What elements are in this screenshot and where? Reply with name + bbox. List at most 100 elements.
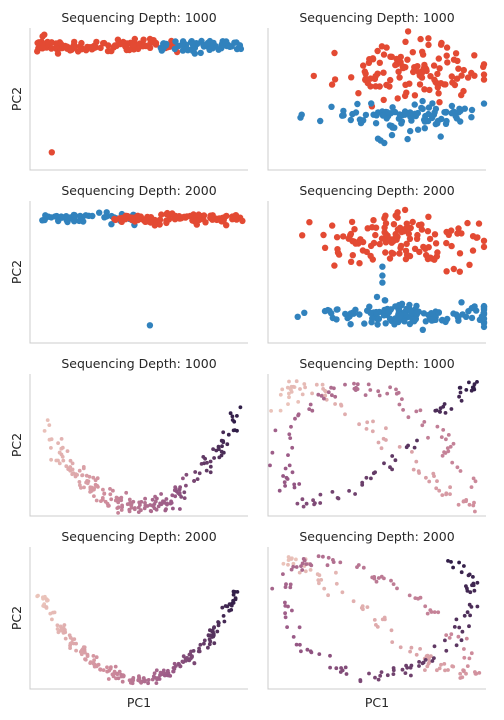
data-point	[456, 502, 461, 507]
data-point	[379, 670, 384, 674]
data-point	[407, 127, 414, 135]
scatter-panel-8: Sequencing Depth: 2000 PC1	[267, 529, 486, 710]
data-point	[83, 657, 88, 662]
data-point	[370, 217, 377, 224]
data-point	[435, 309, 442, 316]
data-point	[435, 479, 439, 483]
data-point	[291, 635, 296, 639]
data-point	[415, 438, 419, 443]
data-point	[429, 654, 433, 659]
data-point	[54, 50, 62, 57]
data-point	[367, 252, 374, 260]
data-point	[460, 629, 465, 634]
data-point	[164, 209, 171, 217]
data-point	[458, 72, 465, 79]
data-point	[468, 314, 476, 322]
data-point	[426, 86, 433, 94]
data-point	[81, 465, 86, 469]
data-point	[401, 111, 408, 118]
data-point	[458, 676, 463, 680]
data-point	[206, 645, 210, 650]
data-point	[382, 576, 386, 581]
data-point	[70, 461, 75, 466]
data-point	[152, 502, 157, 506]
data-point	[230, 414, 235, 419]
data-point	[403, 220, 410, 227]
data-point	[56, 441, 60, 445]
data-point	[304, 501, 309, 506]
data-point	[154, 668, 159, 673]
data-point	[326, 593, 330, 598]
data-point	[162, 673, 167, 678]
data-point	[39, 33, 46, 40]
data-point	[467, 602, 472, 607]
data-point	[456, 250, 464, 257]
data-point	[82, 485, 86, 490]
data-point	[44, 605, 49, 609]
data-point	[406, 109, 414, 116]
data-point	[475, 580, 480, 585]
data-point	[281, 474, 285, 478]
data-point	[142, 506, 147, 511]
data-point	[349, 252, 356, 259]
data-point	[94, 498, 99, 503]
data-point	[116, 676, 121, 681]
data-point	[290, 470, 295, 475]
data-point	[211, 447, 216, 451]
data-point	[382, 220, 390, 227]
data-point	[195, 477, 200, 481]
data-point	[158, 211, 165, 218]
data-point	[335, 496, 340, 500]
data-point	[222, 39, 229, 46]
data-point	[361, 320, 368, 327]
data-point	[464, 74, 472, 81]
data-point	[452, 113, 459, 120]
data-point	[141, 676, 146, 680]
data-point	[328, 653, 332, 658]
data-point	[368, 100, 375, 107]
data-point	[52, 610, 57, 615]
data-point	[459, 570, 464, 575]
data-point	[384, 235, 392, 243]
data-point	[467, 380, 471, 385]
data-point	[379, 446, 384, 451]
data-point	[212, 641, 217, 646]
data-point	[287, 379, 291, 384]
data-point	[471, 503, 476, 508]
data-point	[389, 628, 394, 633]
data-point	[171, 506, 175, 511]
data-point	[443, 411, 448, 415]
data-point	[287, 395, 291, 400]
data-point	[414, 109, 421, 117]
data-point	[425, 611, 430, 616]
panel-title: Sequencing Depth: 2000	[299, 529, 454, 544]
data-point	[299, 232, 306, 239]
data-point	[413, 302, 420, 310]
data-point	[448, 242, 455, 250]
data-point	[317, 581, 321, 586]
data-point	[412, 445, 417, 450]
data-point	[440, 493, 445, 497]
data-point	[453, 75, 461, 82]
data-point	[462, 668, 466, 673]
data-point	[226, 432, 231, 437]
data-point	[472, 588, 477, 593]
data-point	[333, 394, 338, 399]
y-axis-label: PC2	[9, 260, 24, 284]
scatter-panel-7: Sequencing Depth: 2000 PC2 PC1	[9, 529, 248, 710]
data-point	[191, 649, 196, 653]
data-point	[401, 318, 408, 325]
panel-title: Sequencing Depth: 1000	[61, 356, 216, 371]
data-point	[387, 76, 394, 84]
data-point	[108, 487, 112, 491]
data-point	[416, 469, 421, 474]
data-point	[179, 495, 184, 499]
data-point	[475, 220, 483, 227]
data-point	[375, 315, 383, 322]
data-point	[117, 669, 122, 674]
data-point	[283, 484, 287, 488]
data-point	[425, 664, 430, 669]
data-point	[113, 664, 118, 669]
data-point	[108, 221, 115, 228]
data-point	[434, 70, 441, 78]
